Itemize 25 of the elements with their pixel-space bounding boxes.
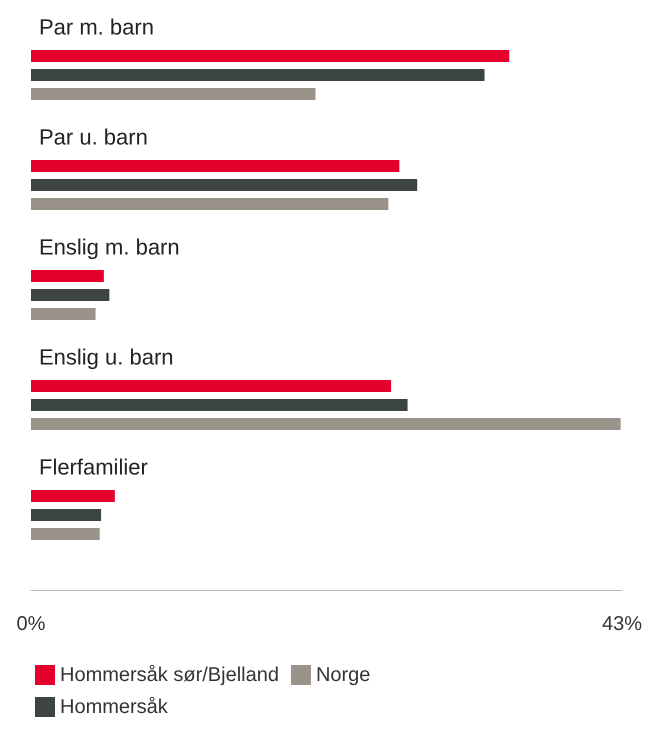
- bar: [31, 88, 316, 100]
- x-tick-label: 43%: [602, 613, 642, 635]
- bar: [31, 399, 408, 411]
- y-tick-label: Flerfamilier: [39, 454, 148, 480]
- bar: [31, 380, 392, 392]
- x-tick-label: 0%: [16, 613, 46, 635]
- bar: [31, 179, 418, 191]
- bar: [31, 509, 102, 521]
- bar: [31, 308, 96, 320]
- y-tick-label: Enslig u. barn: [39, 344, 174, 370]
- bar: [31, 69, 485, 81]
- y-tick-label: Par u. barn: [39, 124, 148, 150]
- bar: [31, 160, 400, 172]
- bar: [31, 270, 104, 282]
- bar: [31, 198, 388, 210]
- bar: [31, 490, 115, 502]
- bar: [31, 289, 110, 301]
- bar: [31, 418, 621, 430]
- y-tick-label: Enslig m. barn: [39, 234, 180, 260]
- legend-label: Hommersåk sør/Bjelland: [60, 664, 279, 686]
- legend-label: Hommersåk: [60, 696, 169, 718]
- legend-label: Norge: [316, 664, 370, 686]
- bar: [31, 50, 510, 62]
- bar: [31, 528, 100, 540]
- y-tick-label: Par m. barn: [39, 14, 154, 40]
